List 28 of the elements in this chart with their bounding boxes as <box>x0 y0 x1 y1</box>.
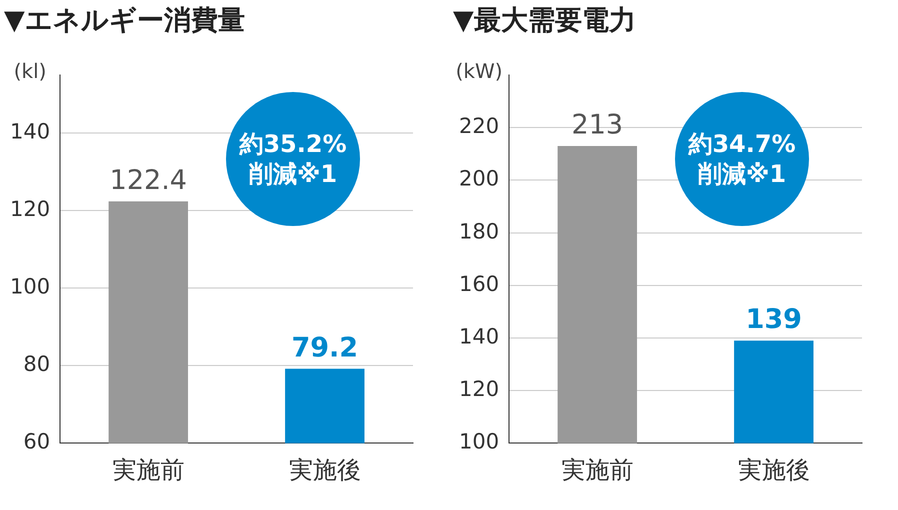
y-tick-label: 120 <box>458 377 500 402</box>
y-tick-label: 80 <box>23 352 50 376</box>
y-tick-label: 200 <box>458 166 500 191</box>
annotation: 約34.7%削減※1 <box>687 129 797 189</box>
y-tick-label: 100 <box>458 430 500 454</box>
chart-title: ▼エネルギー消費量 <box>4 4 245 38</box>
x-tick-label: 実施後 <box>738 456 810 484</box>
data-label: 122.4 <box>110 164 187 196</box>
y-tick-label: 140 <box>458 324 500 348</box>
data-label: 213 <box>572 110 624 141</box>
annotation: 約35.2%削減※1 <box>238 129 348 189</box>
chart-title: ▼最大需要電力 <box>453 4 636 38</box>
y-axis-title: (kl) <box>14 59 46 84</box>
y-tick-label: 120 <box>10 197 50 222</box>
data-label: 139 <box>746 304 802 336</box>
x-tick-label: 実施前 <box>561 456 634 484</box>
y-axis-title: (kW) <box>456 59 503 84</box>
y-tick-label: 100 <box>10 274 50 299</box>
data-label: 79.2 <box>291 332 358 364</box>
circle-badge: 約35.2%削減※1 <box>226 92 360 226</box>
x-tick-label: 実施後 <box>288 456 361 484</box>
y-tick-label: 60 <box>23 430 50 454</box>
x-tick-label: 実施前 <box>112 456 184 484</box>
y-tick-label: 180 <box>458 219 500 244</box>
y-tick-label: 140 <box>10 120 50 144</box>
y-tick-label: 160 <box>458 272 500 296</box>
y-tick-label: 220 <box>458 114 500 138</box>
circle-badge: 約34.7%削減※1 <box>675 92 809 226</box>
